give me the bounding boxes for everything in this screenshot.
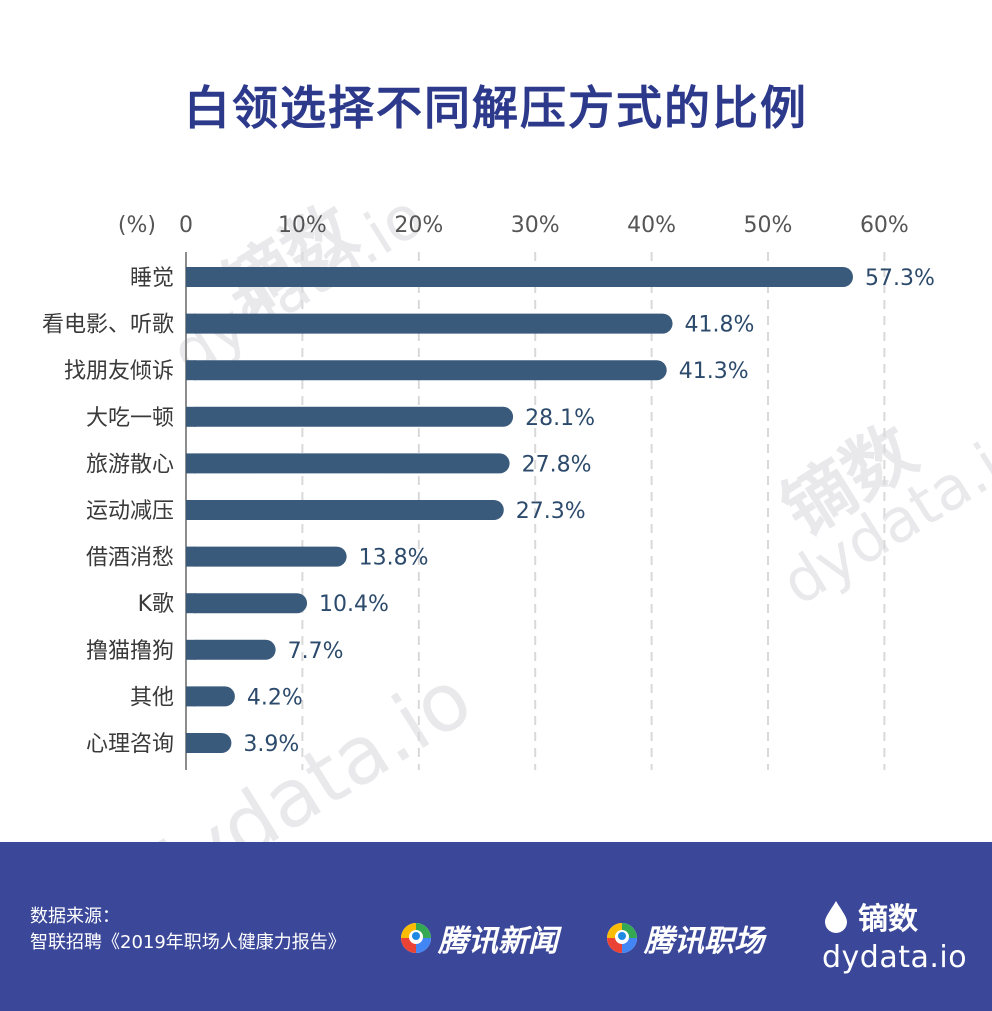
category-label: 旅游散心 <box>86 452 174 477</box>
x-tick-label: 30% <box>511 213 560 238</box>
bar-left-cap <box>186 686 196 707</box>
bar <box>186 686 235 707</box>
x-tick-label: 60% <box>860 213 909 238</box>
data-label: 41.3% <box>679 359 749 384</box>
bar-left-cap <box>186 593 196 614</box>
bar <box>186 406 514 427</box>
bar <box>186 313 673 334</box>
data-label: 13.8% <box>359 546 429 571</box>
footer: 数据来源： 智联招聘《2019年职场人健康力报告》 腾讯新闻 腾讯职场 <box>0 842 992 1011</box>
x-tick-label: 50% <box>744 213 793 238</box>
bar-left-cap <box>186 267 196 287</box>
data-label: 57.3% <box>865 266 935 291</box>
category-label: 看电影、听歌 <box>42 313 174 338</box>
bar-left-cap <box>186 453 196 474</box>
bar-left-cap <box>186 733 196 753</box>
bar <box>186 639 276 660</box>
bar-left-cap <box>186 360 196 381</box>
bar-left-cap <box>186 500 196 520</box>
data-label: 7.7% <box>288 639 344 664</box>
bar-left-cap <box>186 313 196 334</box>
brand-tencent-news: 腾讯新闻 <box>400 916 558 960</box>
data-label: 4.2% <box>247 685 303 710</box>
bar <box>186 267 853 287</box>
dydata-logo: 镝数 dydata.io <box>822 894 972 975</box>
source-label: 数据来源： <box>30 906 120 927</box>
chart-title: 白领选择不同解压方式的比例 <box>184 81 808 135</box>
bar <box>186 360 667 381</box>
data-label: 41.8% <box>685 313 755 338</box>
droplet-icon <box>825 901 847 933</box>
category-label: K歌 <box>138 592 174 617</box>
data-label: 27.3% <box>516 499 586 524</box>
x-tick-label: 0 <box>179 213 193 238</box>
source-text: 智联招聘《2019年职场人健康力报告》 <box>30 932 346 953</box>
data-label: 3.9% <box>243 732 299 757</box>
brand2-text: 腾讯职场 <box>644 924 764 959</box>
bar <box>186 546 347 567</box>
category-label: 睡觉 <box>130 266 174 291</box>
bar-left-cap <box>186 406 196 427</box>
category-label: 心理咨询 <box>86 732 174 757</box>
tencent-logo-icon <box>401 923 431 953</box>
bar <box>186 500 504 520</box>
logo-cn-text: 镝数 <box>858 902 918 937</box>
bar <box>186 733 232 753</box>
unit-label: (%) <box>118 213 156 238</box>
category-label: 大吃一顿 <box>86 406 174 431</box>
bar-chart: 0 10% 20% 30% 40% 50% 60% (%) 睡觉 57.3% 看电影、听歌 41.8%… <box>42 213 935 770</box>
category-label: 其他 <box>130 685 174 710</box>
logo-url-text: dydata.io <box>822 940 968 975</box>
x-tick-label: 20% <box>394 213 443 238</box>
tencent-logo-icon <box>607 923 637 953</box>
category-label: 撸猫撸狗 <box>86 639 174 664</box>
data-label: 10.4% <box>319 592 389 617</box>
data-label: 27.8% <box>522 452 592 477</box>
x-tick-label: 40% <box>627 213 676 238</box>
brand1-text: 腾讯新闻 <box>438 924 558 959</box>
category-label: 运动减压 <box>86 499 174 524</box>
x-tick-label: 10% <box>278 213 327 238</box>
category-label: 借酒消愁 <box>86 546 174 571</box>
bar <box>186 453 510 474</box>
brand-tencent-career: 腾讯职场 <box>606 916 764 960</box>
bar-left-cap <box>186 546 196 567</box>
bar-left-cap <box>186 639 196 660</box>
data-label: 28.1% <box>525 406 595 431</box>
bar <box>186 593 308 614</box>
category-label: 找朋友倾诉 <box>64 359 174 384</box>
